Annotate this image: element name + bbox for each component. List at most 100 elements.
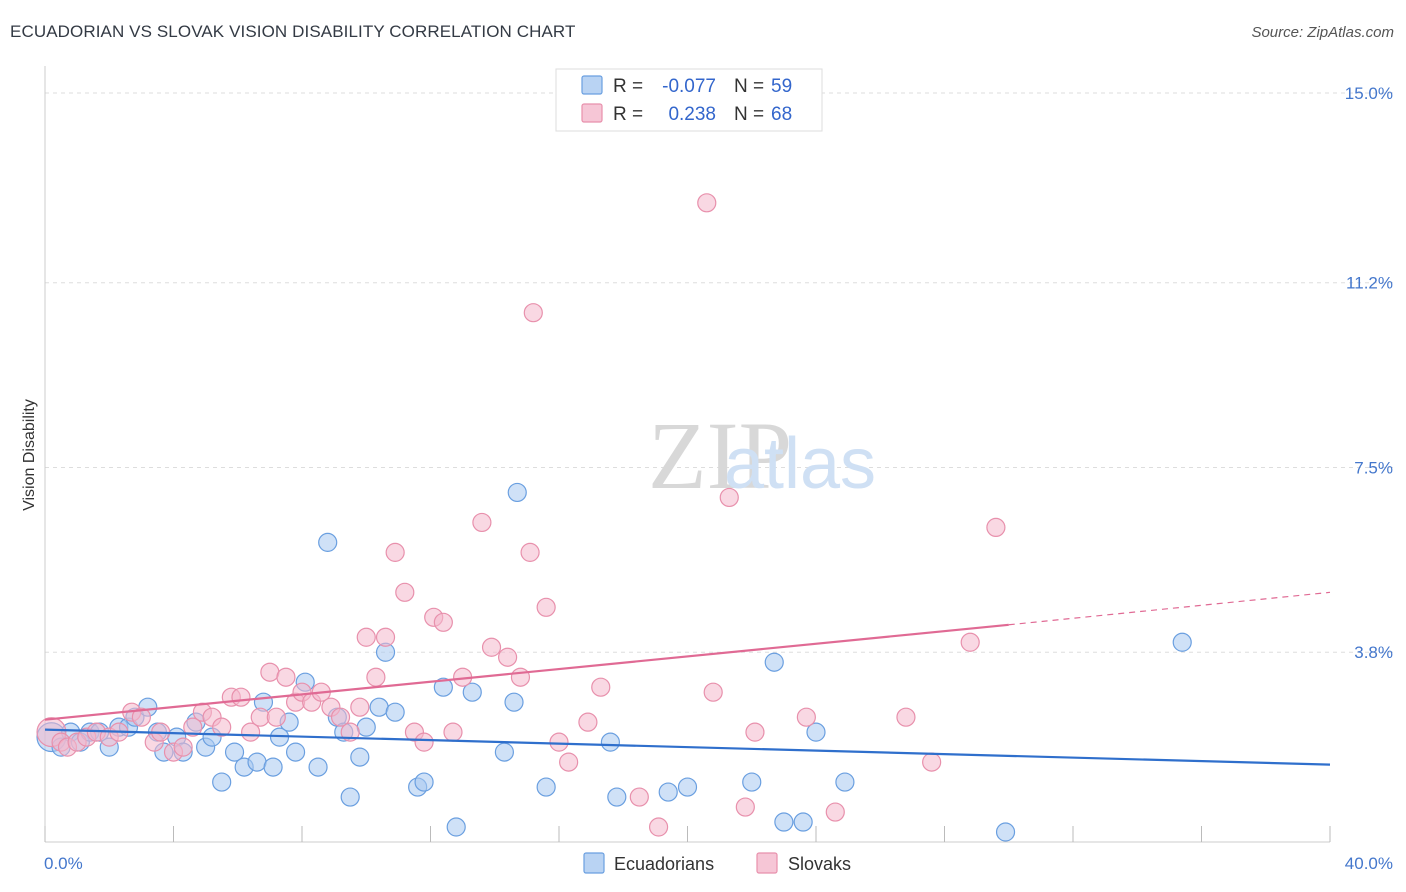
ecuadorians-point-51 xyxy=(742,772,762,792)
slovaks-point-9 xyxy=(131,707,151,727)
ecuadorians-trend-line xyxy=(44,728,1331,766)
slovaks-point-45 xyxy=(481,637,502,657)
ecuadorians-point-56 xyxy=(835,772,855,792)
watermark-zip: ZIP xyxy=(648,402,792,509)
slovaks-point-51 xyxy=(549,732,569,752)
y-axis-title: Vision Disability xyxy=(21,399,38,511)
ecuadorians-point-45 xyxy=(507,482,527,503)
x-tick-label-0: 0.0% xyxy=(44,854,83,873)
slovaks-point-64 xyxy=(896,707,916,727)
ecuadorians-point-19 xyxy=(224,742,245,762)
ecuadorians-point-18 xyxy=(212,772,232,792)
slovaks-point-30 xyxy=(330,707,351,727)
legend-swatch-ecuadorians xyxy=(581,75,603,95)
slovaks-point-44 xyxy=(472,512,492,533)
slovaks-point-13 xyxy=(173,737,193,757)
slovaks-point-65 xyxy=(922,752,942,772)
slovaks-point-14 xyxy=(183,717,203,737)
ecuadorians-point-23 xyxy=(263,757,283,777)
series-legend-swatch-slovaks xyxy=(756,852,778,874)
ecuadorians-point-43 xyxy=(494,742,514,762)
ecuadorians-point-42 xyxy=(462,682,482,702)
ecuadorians-point-33 xyxy=(350,747,370,767)
slovaks-point-67 xyxy=(986,517,1006,538)
x-tick-label-1: 40.0% xyxy=(1345,854,1393,873)
y-tick-label-1: 7.5% xyxy=(1354,458,1393,477)
ecuadorians-point-58 xyxy=(1172,632,1192,652)
slovaks-point-55 xyxy=(629,787,649,807)
slovaks-point-31 xyxy=(340,722,360,742)
ecuadorians-point-29 xyxy=(318,532,338,552)
ecuadorians-point-44 xyxy=(504,692,524,712)
ecuadorians-point-36 xyxy=(385,702,405,722)
slovaks-point-48 xyxy=(520,542,540,562)
legend-n-label-slovaks: N = xyxy=(734,104,764,125)
trend-lines xyxy=(44,591,1331,766)
legend-n-value-slovaks: 68 xyxy=(771,104,792,125)
slovaks-point-35 xyxy=(375,627,396,647)
slovaks-point-66 xyxy=(960,632,980,652)
ecuadorians-point-47 xyxy=(600,732,621,752)
ecuadorians-point-41 xyxy=(446,817,466,837)
series-legend-label-ecuadorians: Ecuadorians xyxy=(614,854,714,874)
slovaks-point-34 xyxy=(366,667,386,687)
slovaks-point-20 xyxy=(241,722,261,742)
ecuadorians-point-32 xyxy=(340,787,360,807)
slovaks-point-33 xyxy=(356,627,376,647)
ecuadorians-point-39 xyxy=(414,772,434,792)
stats-legend: R = -0.077 N = 59 R = 0.238 N = 68 xyxy=(555,68,823,132)
grid-lines xyxy=(45,92,1395,653)
slovaks-trend-line-extension xyxy=(1008,591,1331,626)
slovaks-point-22 xyxy=(260,662,280,682)
legend-swatch-slovaks xyxy=(581,103,603,123)
slovaks-point-57 xyxy=(697,193,717,213)
ecuadorians-point-50 xyxy=(677,777,698,797)
ecuadorians-point-55 xyxy=(806,722,826,742)
y-tick-label-0: 3.8% xyxy=(1354,643,1393,662)
ecuadorians-points xyxy=(36,482,1192,842)
ecuadorians-point-26 xyxy=(285,742,306,762)
slovaks-point-63 xyxy=(825,802,845,822)
slovaks-point-52 xyxy=(559,752,579,772)
slovaks-point-58 xyxy=(703,682,723,702)
legend-r-label-slovaks: R = xyxy=(613,104,643,125)
legend-n-value-ecuadorians: 59 xyxy=(771,76,792,97)
slovaks-point-36 xyxy=(385,542,405,562)
ecuadorians-point-21 xyxy=(247,752,267,772)
slovaks-trend-line xyxy=(44,623,1009,721)
slovaks-point-23 xyxy=(266,707,286,727)
slovaks-points xyxy=(36,193,1006,837)
ecuadorians-point-49 xyxy=(658,782,678,802)
slovaks-point-60 xyxy=(735,797,755,817)
slovaks-point-50 xyxy=(536,597,556,617)
ecuadorians-point-35 xyxy=(369,697,389,717)
legend-r-value-slovaks: 0.238 xyxy=(668,104,716,125)
legend-r-label-ecuadorians: R = xyxy=(613,76,643,97)
ecuadorians-point-54 xyxy=(793,812,813,832)
axes xyxy=(44,66,1331,843)
series-legend: Ecuadorians Slovaks xyxy=(583,852,851,874)
slovaks-point-21 xyxy=(250,707,270,727)
chart-title: ECUADORIAN VS SLOVAK VISION DISABILITY C… xyxy=(10,22,576,41)
slovaks-point-42 xyxy=(443,722,463,742)
source-label: Source: ZipAtlas.com xyxy=(1251,24,1394,41)
slovaks-point-24 xyxy=(276,667,296,687)
slovaks-point-61 xyxy=(745,722,765,742)
slovaks-point-54 xyxy=(591,677,611,697)
slovaks-point-39 xyxy=(414,732,434,752)
ecuadorians-point-34 xyxy=(356,717,376,737)
ecuadorians-point-57 xyxy=(995,822,1016,842)
watermark-atlas: atlas xyxy=(724,424,876,504)
slovaks-point-59 xyxy=(719,487,739,508)
tick-labels: 3.8% 7.5% 11.2% 15.0% 0.0% 40.0% xyxy=(44,84,1393,873)
ecuadorians-point-48 xyxy=(607,787,627,807)
slovaks-point-19 xyxy=(231,687,251,707)
y-tick-label-3: 15.0% xyxy=(1345,84,1393,103)
ecuadorians-point-46 xyxy=(536,777,556,797)
ecuadorians-point-52 xyxy=(764,652,784,672)
series-legend-swatch-ecuadorians xyxy=(583,852,605,874)
slovaks-point-37 xyxy=(395,582,415,602)
slovaks-point-49 xyxy=(523,303,543,323)
slovaks-point-47 xyxy=(510,667,531,687)
